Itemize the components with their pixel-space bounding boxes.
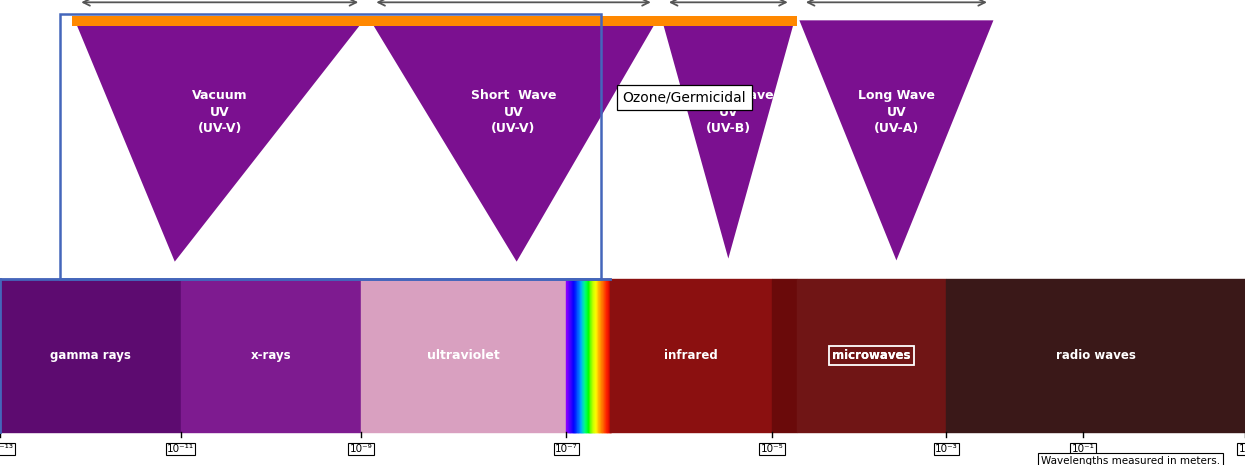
Bar: [580, 279, 581, 432]
Bar: [60, 14, 601, 279]
Bar: [569, 279, 570, 432]
Bar: [583, 279, 585, 432]
Bar: [584, 279, 586, 432]
Bar: [578, 279, 580, 432]
Bar: [606, 279, 609, 432]
Bar: [797, 279, 946, 432]
Bar: [598, 279, 600, 432]
Bar: [574, 279, 575, 432]
Bar: [589, 279, 591, 432]
Bar: [571, 279, 574, 432]
Bar: [576, 279, 579, 432]
Bar: [573, 279, 575, 432]
Bar: [604, 279, 606, 432]
Bar: [575, 279, 578, 432]
Text: Long Wave
UV
(UV-A): Long Wave UV (UV-A): [858, 89, 935, 135]
Bar: [594, 279, 595, 432]
Bar: [581, 279, 584, 432]
Bar: [570, 279, 573, 432]
Bar: [604, 279, 605, 432]
Bar: [599, 279, 600, 432]
Bar: [609, 279, 611, 432]
Bar: [608, 279, 610, 432]
Polygon shape: [72, 19, 367, 265]
Text: Vacuum
UV
(UV-V): Vacuum UV (UV-V): [192, 89, 248, 135]
Text: microwaves: microwaves: [832, 349, 911, 362]
Bar: [595, 279, 596, 432]
Bar: [609, 279, 610, 432]
Bar: [603, 279, 604, 432]
Bar: [946, 279, 1245, 432]
Bar: [772, 279, 797, 432]
Bar: [608, 279, 609, 432]
Bar: [585, 279, 586, 432]
Bar: [181, 279, 361, 432]
Bar: [590, 279, 591, 432]
Polygon shape: [660, 19, 797, 265]
Bar: [586, 279, 589, 432]
Text: 10⁻¹¹: 10⁻¹¹: [167, 444, 194, 454]
Bar: [576, 279, 578, 432]
Bar: [599, 279, 601, 432]
Bar: [594, 279, 596, 432]
Bar: [578, 279, 579, 432]
Bar: [566, 279, 569, 432]
Bar: [591, 279, 594, 432]
Bar: [581, 279, 583, 432]
Bar: [568, 279, 569, 432]
Polygon shape: [367, 19, 660, 265]
Bar: [60, 14, 601, 279]
Bar: [585, 279, 588, 432]
Bar: [598, 279, 599, 432]
Bar: [603, 279, 605, 432]
Polygon shape: [797, 19, 996, 265]
Bar: [596, 279, 598, 432]
Bar: [573, 279, 574, 432]
Bar: [600, 279, 601, 432]
Text: Ozone/Germicidal: Ozone/Germicidal: [622, 91, 746, 105]
Bar: [595, 279, 598, 432]
Bar: [580, 279, 583, 432]
Bar: [579, 279, 580, 432]
Text: infrared: infrared: [664, 349, 718, 362]
Text: gamma rays: gamma rays: [50, 349, 131, 362]
Text: 10⁻⁹: 10⁻⁹: [350, 444, 372, 454]
Text: Wavelengths measured in meters.: Wavelengths measured in meters.: [1041, 456, 1220, 465]
Bar: [361, 279, 566, 432]
Bar: [586, 279, 588, 432]
Bar: [593, 279, 595, 432]
Bar: [0, 279, 181, 432]
Bar: [601, 279, 604, 432]
Text: x-rays: x-rays: [250, 349, 291, 362]
Text: 10⁻⁵: 10⁻⁵: [761, 444, 783, 454]
Bar: [588, 279, 590, 432]
Bar: [591, 279, 593, 432]
Bar: [610, 279, 772, 432]
Text: Short  Wave
UV
(UV-V): Short Wave UV (UV-V): [471, 89, 557, 135]
Text: microwaves: microwaves: [832, 349, 911, 362]
Bar: [606, 279, 608, 432]
Text: ultraviolet: ultraviolet: [427, 349, 500, 362]
Text: 10: 10: [1239, 444, 1245, 454]
Bar: [72, 16, 797, 26]
Bar: [574, 279, 576, 432]
Bar: [569, 279, 571, 432]
Bar: [590, 279, 593, 432]
Text: 10⁻¹³: 10⁻¹³: [0, 444, 14, 454]
Bar: [568, 279, 570, 432]
Text: 10⁻⁷: 10⁻⁷: [555, 444, 578, 454]
Text: 10⁻¹: 10⁻¹: [1072, 444, 1094, 454]
Text: Middle Wave
UV
(UV-B): Middle Wave UV (UV-B): [684, 89, 773, 135]
Bar: [583, 279, 584, 432]
Text: 10⁻³: 10⁻³: [935, 444, 957, 454]
Bar: [570, 279, 573, 432]
Bar: [605, 279, 606, 432]
Bar: [589, 279, 590, 432]
Bar: [600, 279, 603, 432]
Text: radio waves: radio waves: [1056, 349, 1135, 362]
